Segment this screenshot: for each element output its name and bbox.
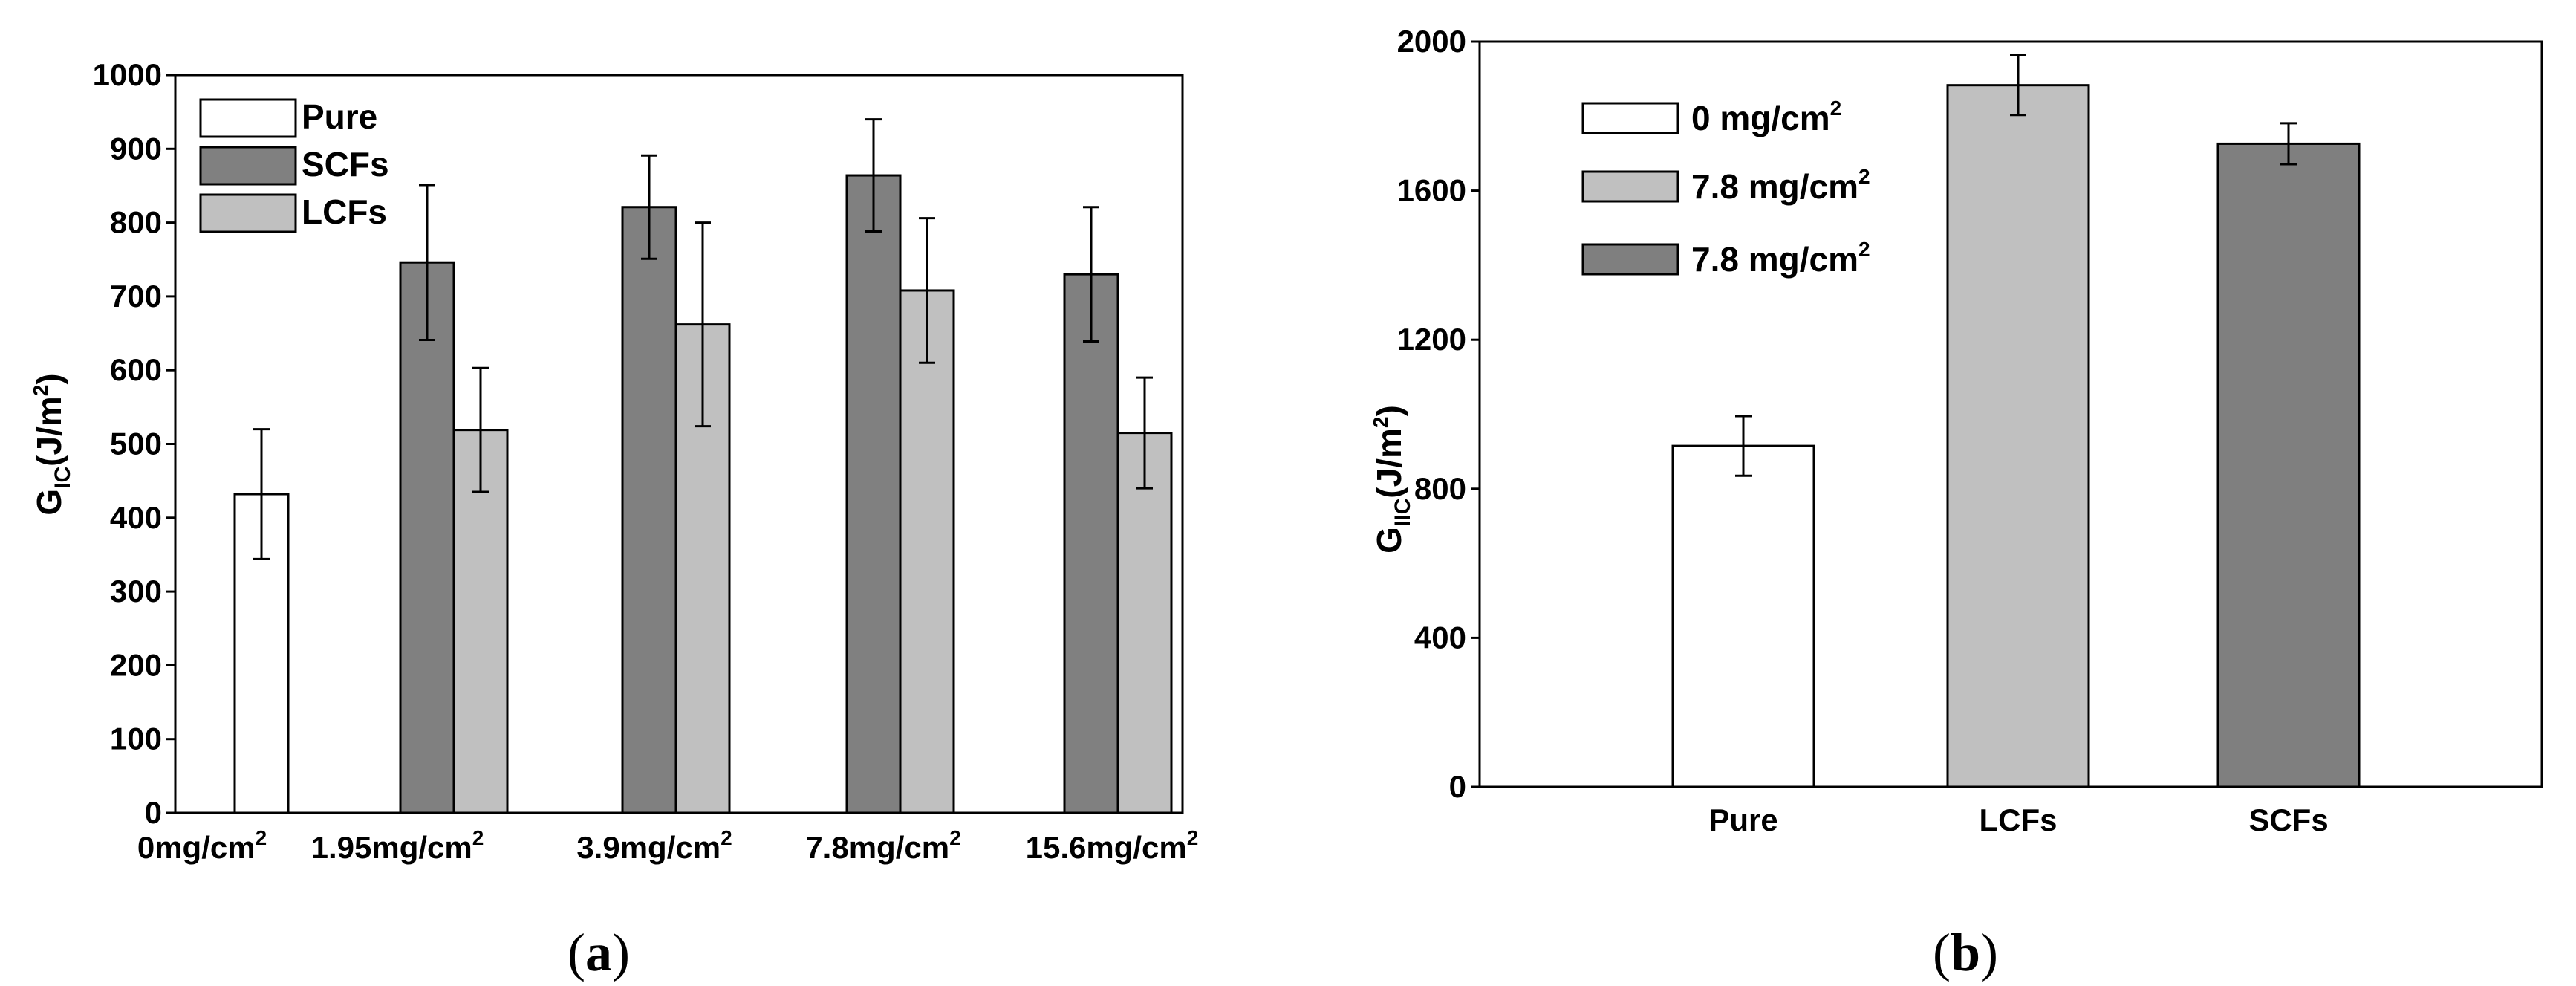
- y-tick-label: 600: [110, 352, 162, 387]
- legend-swatch-0mg: [1581, 102, 1679, 134]
- y-tick-label: 900: [110, 131, 162, 166]
- error-bar-scfs-1: [419, 184, 435, 341]
- legend-swatch-7-8mg-lcfs: [1581, 170, 1679, 203]
- y-tick-label: 1200: [1397, 322, 1466, 357]
- error-bar-pure-0: [253, 428, 270, 560]
- error-bar-scfs-4: [1083, 206, 1099, 343]
- x-tick-label: 15.6mg/cm2: [1026, 826, 1199, 865]
- legend-label-scfs: SCFs: [302, 145, 389, 184]
- y-axis-title-b: GIIC(J/m2): [1369, 405, 1415, 554]
- error-bar-lcfs-1: [472, 366, 489, 493]
- y-axis-b: 0 400 800 1200 1600 2000: [1397, 24, 1480, 804]
- y-tick-label: 400: [110, 500, 162, 535]
- error-bar-scfs-2: [641, 154, 657, 260]
- y-tick-label: 0: [145, 795, 162, 830]
- y-tick-label: 1600: [1397, 173, 1466, 208]
- error-bar-lcfs-3: [919, 217, 935, 364]
- legend-label-lcfs: LCFs: [302, 192, 387, 231]
- bar-lcfs-4: [1116, 432, 1173, 814]
- x-tick-label: 1.95mg/cm2: [311, 826, 484, 865]
- y-tick-label: 700: [110, 279, 162, 314]
- y-tick-label: 500: [110, 426, 162, 461]
- bar-scfs-3: [845, 174, 902, 814]
- error-bar-scfs: [2280, 122, 2297, 166]
- error-bar-scfs-3: [865, 118, 882, 233]
- y-tick-label: 300: [110, 574, 162, 609]
- panel-label-b: (b): [1933, 923, 1998, 982]
- x-tick-label: 7.8mg/cm2: [805, 826, 960, 865]
- y-tick-label: 400: [1414, 620, 1466, 655]
- bar-scfs-4: [1063, 273, 1119, 814]
- bars-a: [233, 174, 1173, 814]
- x-tick-label: Pure: [1708, 802, 1777, 837]
- error-bar-lcfs-2: [695, 221, 711, 428]
- legend-swatch-7-8mg-scfs: [1581, 243, 1679, 276]
- chart-a: 0 100 200 300 400 500 600 700 800 900 1000 0mg/cm2…: [29, 57, 1198, 982]
- y-tick-label: 800: [110, 205, 162, 240]
- error-bars-b: [1735, 54, 2297, 477]
- bar-scfs-1: [399, 261, 455, 814]
- bars-b: [1671, 84, 2361, 788]
- y-tick-label: 200: [110, 647, 162, 682]
- x-axis-b: Pure LCFs SCFs: [1708, 802, 2328, 837]
- x-tick-label: LCFs: [1980, 802, 2058, 837]
- legend-swatch-scfs: [199, 146, 297, 186]
- legend-label-7-8mg-lcfs: 7.8 mg/cm2: [1691, 165, 1870, 206]
- chart-b: 0 400 800 1200 1600 2000 Pure LCFs SCFs 0 mg/cm…: [1369, 24, 2543, 982]
- legend-label-7-8mg-scfs: 7.8 mg/cm2: [1691, 238, 1870, 279]
- error-bar-lcfs: [2010, 54, 2026, 117]
- legend-label-pure: Pure: [302, 97, 377, 136]
- y-tick-label: 0: [1449, 769, 1466, 804]
- legend-swatch-lcfs: [199, 193, 297, 233]
- y-tick-label: 1000: [93, 57, 162, 92]
- y-tick-label: 100: [110, 721, 162, 756]
- x-tick-label: 0mg/cm2: [137, 826, 267, 865]
- legend-a: Pure SCFs LCFs: [199, 97, 389, 233]
- y-tick-label: 2000: [1397, 24, 1466, 59]
- y-axis-a: 0 100 200 300 400 500 600 700 800 900 1000: [93, 57, 175, 830]
- y-axis-title-a: GIC(J/m2): [29, 373, 75, 515]
- bar-scfs: [2216, 142, 2361, 788]
- x-axis-a: 0mg/cm2 1.95mg/cm2 3.9mg/cm2 7.8mg/cm2 15.6m…: [137, 826, 1199, 865]
- bar-lcfs: [1946, 84, 2090, 788]
- error-bar-pure: [1735, 415, 1752, 477]
- legend-label-0mg: 0 mg/cm2: [1691, 97, 1841, 137]
- error-bar-lcfs-4: [1136, 376, 1153, 490]
- panel-label-a: (a): [567, 923, 630, 982]
- bar-scfs-2: [621, 206, 677, 814]
- y-tick-label: 800: [1414, 471, 1466, 506]
- x-tick-label: SCFs: [2248, 802, 2328, 837]
- bar-lcfs-3: [899, 289, 955, 814]
- legend-b: 0 mg/cm2 7.8 mg/cm2 7.8 mg/cm2: [1581, 97, 1870, 279]
- error-bars-a: [253, 118, 1153, 560]
- bar-pure: [1671, 444, 1815, 788]
- legend-swatch-pure: [199, 98, 297, 138]
- x-tick-label: 3.9mg/cm2: [576, 826, 732, 865]
